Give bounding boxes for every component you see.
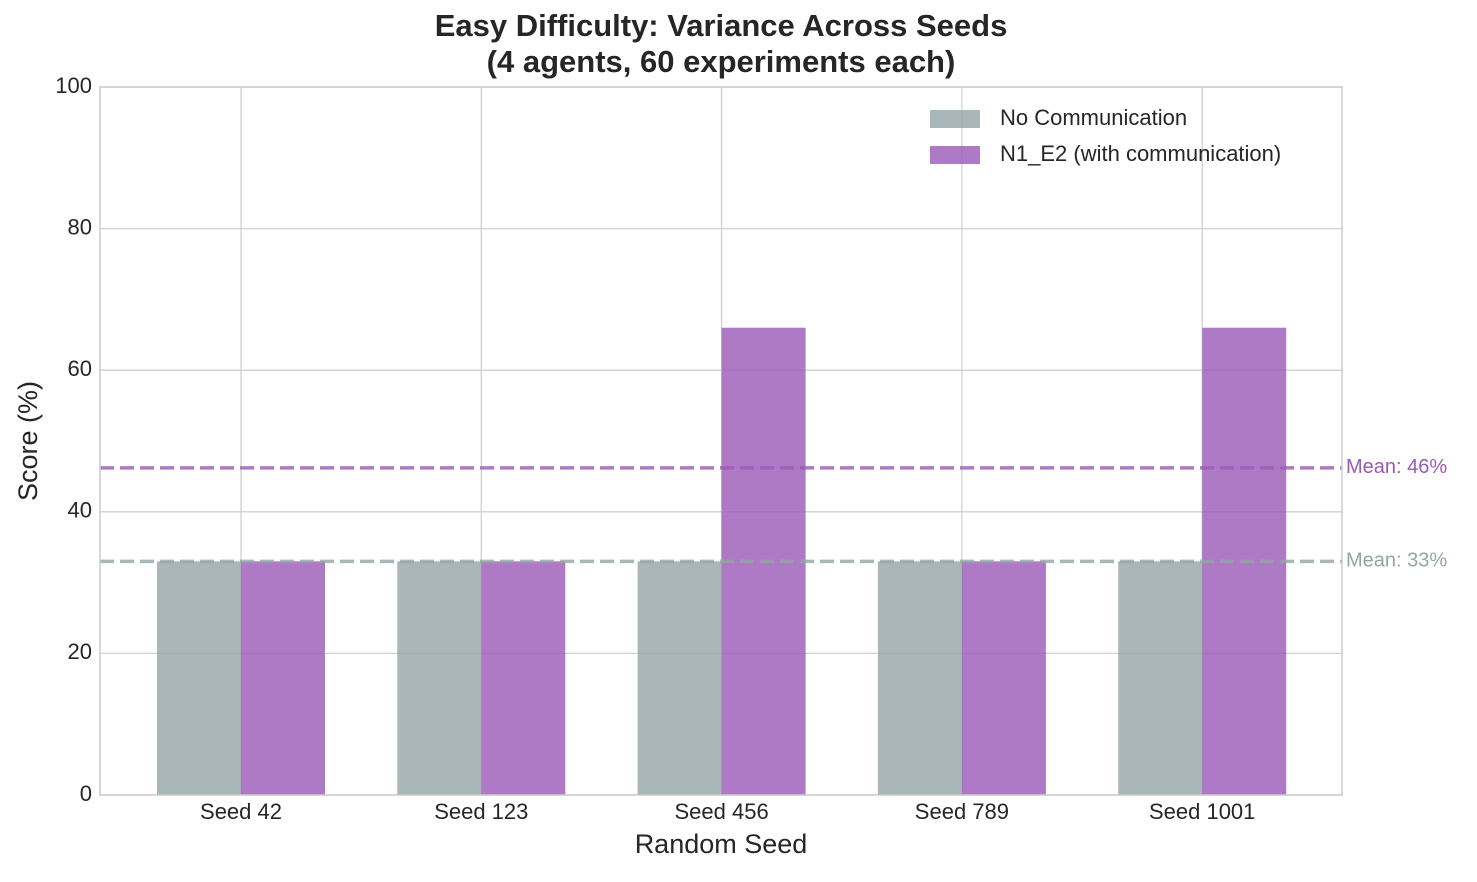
legend-label: N1_E2 (with communication) [1000, 141, 1281, 166]
bar [241, 561, 325, 795]
y-tick-label: 60 [68, 356, 92, 381]
x-tick-label: Seed 123 [434, 799, 528, 824]
y-tick-label: 80 [68, 214, 92, 239]
chart-title: Easy Difficulty: Variance Across Seeds [435, 8, 1008, 43]
y-tick-label: 20 [68, 639, 92, 664]
chart-subtitle: (4 agents, 60 experiments each) [487, 44, 956, 79]
y-axis-label: Score (%) [13, 381, 43, 501]
bar [481, 561, 566, 795]
y-tick-label: 40 [68, 498, 92, 523]
x-tick-label: Seed 42 [200, 799, 282, 824]
mean-label: Mean: 46% [1346, 456, 1447, 478]
mean-label: Mean: 33% [1346, 550, 1447, 572]
legend-swatch [930, 146, 980, 164]
bar [1118, 561, 1203, 795]
x-tick-label: Seed 789 [915, 799, 1009, 824]
bar [961, 561, 1046, 795]
x-tick-label: Seed 456 [674, 799, 768, 824]
bar [397, 561, 482, 795]
legend-swatch [930, 110, 980, 128]
x-axis-label: Random Seed [635, 829, 808, 859]
y-tick-label: 0 [80, 781, 92, 806]
plot-frame [99, 86, 1343, 796]
y-tick-label: 100 [55, 73, 92, 98]
bar [877, 561, 962, 795]
legend-label: No Communication [1000, 105, 1187, 130]
bar [157, 561, 241, 795]
x-tick-label: Seed 1001 [1149, 799, 1255, 824]
bar [637, 561, 722, 795]
